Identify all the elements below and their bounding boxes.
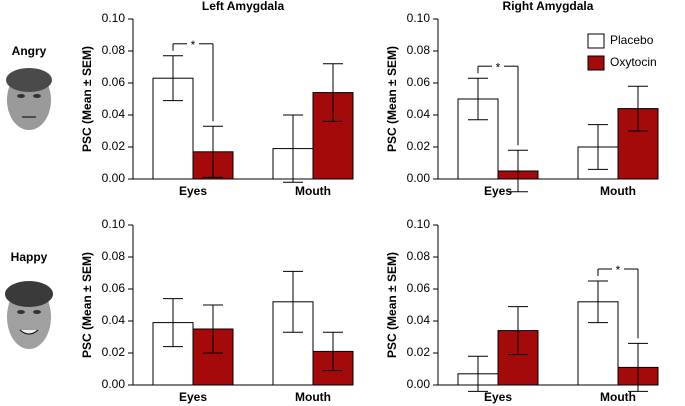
y-tick-label: 0.08 (102, 249, 126, 263)
y-tick-label: 0.06 (407, 75, 431, 89)
chart-title: Left Amygdala (202, 0, 285, 13)
x-tick-label: Mouth (600, 184, 636, 198)
y-tick-label: 0.08 (407, 249, 431, 263)
face-angry (6, 68, 52, 130)
significance-bracket (172, 43, 214, 122)
y-tick-label: 0.08 (407, 43, 431, 57)
row-label: Happy (11, 250, 48, 264)
y-tick-label: 0.10 (407, 217, 431, 231)
error-bar (468, 355, 488, 392)
y-tick-label: 0.00 (407, 171, 431, 185)
chart-title: Right Amygdala (503, 0, 594, 13)
x-tick-label: Mouth (600, 390, 636, 404)
row-label: Angry (12, 44, 47, 58)
y-tick-label: 0.02 (102, 345, 126, 359)
annotation: * (496, 60, 501, 74)
x-tick-label: Mouth (295, 390, 331, 404)
y-tick-label: 0.00 (407, 377, 431, 391)
error-bar (203, 125, 223, 178)
y-tick-label: 0.04 (102, 107, 126, 121)
face-happy (5, 281, 53, 349)
x-tick-label: Mouth (295, 184, 331, 198)
y-tick-label: 0.02 (102, 139, 126, 153)
significance-bracket (477, 65, 519, 146)
legend-swatch (587, 33, 605, 49)
y-tick-label: 0.04 (102, 313, 126, 327)
error-bar (323, 63, 343, 122)
x-tick-label: Eyes (484, 390, 512, 404)
bar (577, 301, 619, 386)
error-bar (283, 114, 303, 183)
x-tick-label: Eyes (179, 390, 207, 404)
error-bar (323, 331, 343, 372)
y-tick-label: 0.10 (102, 11, 126, 25)
y-tick-label: 0.06 (102, 281, 126, 295)
error-bar (508, 306, 528, 356)
error-bar (163, 55, 183, 102)
y-axis-label: PSC (Mean ± SEM) (385, 46, 399, 152)
error-bar (588, 280, 608, 324)
y-tick-label: 0.10 (407, 11, 431, 25)
y-axis-label: PSC (Mean ± SEM) (80, 252, 94, 358)
x-tick-label: Eyes (179, 184, 207, 198)
y-tick-label: 0.04 (407, 313, 431, 327)
y-tick-label: 0.02 (407, 345, 431, 359)
significance-bracket (597, 268, 639, 339)
annotation: * (616, 263, 621, 277)
annotation: * (191, 38, 196, 52)
error-bar (628, 85, 648, 132)
y-tick-label: 0.06 (102, 75, 126, 89)
y-tick-label: 0.04 (407, 107, 431, 121)
y-axis-label: PSC (Mean ± SEM) (80, 46, 94, 152)
x-tick-label: Eyes (484, 184, 512, 198)
y-tick-label: 0.08 (102, 43, 126, 57)
error-bar (508, 149, 528, 193)
error-bar (203, 304, 223, 354)
error-bar (628, 342, 648, 392)
y-tick-label: 0.06 (407, 281, 431, 295)
error-bar (283, 270, 303, 333)
error-bar (588, 124, 608, 170)
legend-swatch (587, 55, 605, 71)
y-tick-label: 0.02 (407, 139, 431, 153)
legend-label: Oxytocin (610, 55, 657, 69)
legend-label: Placebo (610, 33, 654, 47)
y-tick-label: 0.00 (102, 171, 126, 185)
y-tick-label: 0.00 (102, 377, 126, 391)
y-axis-label: PSC (Mean ± SEM) (385, 252, 399, 358)
error-bar (468, 77, 488, 121)
y-tick-label: 0.10 (102, 217, 126, 231)
error-bar (163, 298, 183, 348)
